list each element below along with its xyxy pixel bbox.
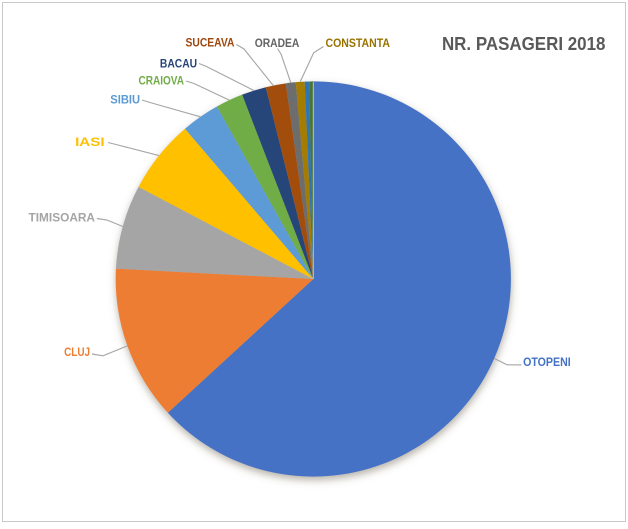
svg-text:BACAU: BACAU bbox=[160, 57, 197, 70]
svg-text:TIMISOARA: TIMISOARA bbox=[29, 212, 96, 225]
svg-text:CRAIOVA: CRAIOVA bbox=[139, 75, 185, 88]
svg-text:NR. PASAGERI 2018: NR. PASAGERI 2018 bbox=[442, 33, 606, 54]
svg-text:CLUJ: CLUJ bbox=[64, 346, 90, 359]
svg-text:OTOPENI: OTOPENI bbox=[523, 356, 571, 369]
svg-text:IASI: IASI bbox=[75, 136, 105, 149]
svg-text:SUCEAVA: SUCEAVA bbox=[186, 37, 235, 50]
svg-text:ORADEA: ORADEA bbox=[255, 37, 300, 50]
svg-text:SIBIU: SIBIU bbox=[110, 94, 140, 107]
svg-text:CONSTANTA: CONSTANTA bbox=[326, 37, 391, 50]
